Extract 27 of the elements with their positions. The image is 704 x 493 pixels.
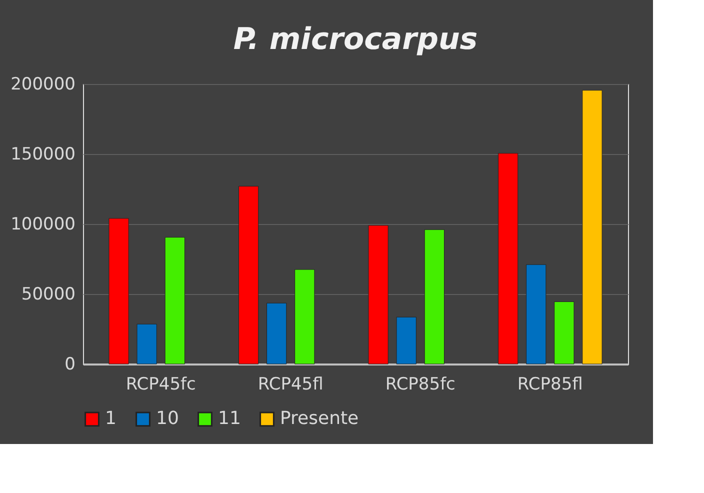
bar: [294, 269, 315, 364]
y-tick-label: 200000: [10, 74, 76, 94]
legend-label: Presente: [280, 408, 359, 430]
bar: [424, 229, 444, 364]
legend-label: 1: [105, 408, 116, 430]
x-tick-label: RCP45fl: [258, 374, 324, 394]
x-tick-label: RCP45fc: [126, 374, 196, 394]
bar: [238, 186, 259, 364]
bar: [526, 264, 546, 364]
chart-title: P. microcarpus: [233, 22, 478, 57]
bar: [108, 218, 129, 364]
bar: [498, 153, 518, 364]
bar: [554, 301, 574, 364]
legend-label: 11: [218, 408, 241, 430]
bar: [396, 316, 416, 364]
legend-label: 10: [156, 408, 179, 430]
bar: [164, 237, 185, 364]
y-tick-label: 50000: [21, 284, 76, 304]
bar: [136, 324, 157, 364]
x-tick-label: RCP85fl: [517, 374, 583, 394]
bar: [368, 225, 388, 364]
bar: [582, 90, 602, 364]
y-tick-label: 0: [64, 354, 76, 374]
x-tick-label: RCP85fc: [385, 374, 456, 394]
bar: [266, 302, 287, 364]
y-tick-label: 100000: [10, 214, 76, 234]
y-tick-label: 150000: [10, 144, 76, 164]
